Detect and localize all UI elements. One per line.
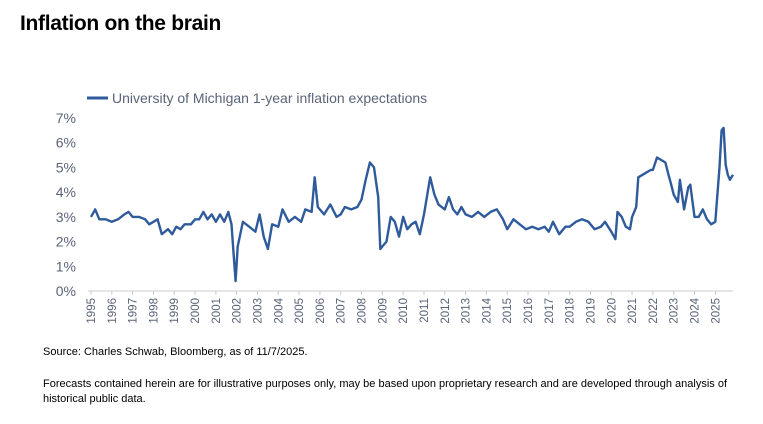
x-axis: 1995 1996 1997 1998 1999 2000 2001 2002 2003 2004… [86, 291, 722, 324]
y-tick-label: 7% [56, 110, 76, 126]
x-tick-label: 2022 [648, 298, 660, 324]
y-tick-label: 5% [56, 159, 76, 175]
legend: University of Michigan 1-year inflation … [87, 90, 427, 106]
y-axis: 0% 1% 2% 3% 4% 5% 6% 7% [56, 110, 76, 299]
x-tick-label: 2005 [294, 298, 306, 324]
x-tick-label: 2016 [523, 298, 535, 324]
x-tick-label: 2003 [252, 298, 264, 324]
x-tick-label: 2025 [710, 298, 722, 324]
x-tick-label: 2004 [273, 297, 285, 323]
x-tick-label: 2012 [440, 298, 452, 324]
disclaimer-note: Forecasts contained herein are for illus… [43, 378, 728, 405]
x-tick-label: 2000 [190, 298, 202, 324]
y-tick-label: 4% [56, 184, 76, 200]
x-tick-label: 2002 [232, 298, 244, 324]
x-tick-label: 1999 [169, 298, 181, 324]
x-tick-label: 2024 [690, 297, 702, 323]
x-tick-label: 1998 [148, 298, 160, 324]
x-tick-label: 2017 [544, 298, 556, 324]
x-tick-label: 2021 [627, 298, 639, 324]
x-tick-label: 1997 [128, 298, 140, 324]
x-tick-label: 2015 [502, 298, 514, 324]
chart: University of Michigan 1-year inflation … [56, 90, 735, 324]
y-tick-label: 0% [56, 283, 76, 299]
series-line [89, 126, 735, 283]
x-tick-label: 1996 [107, 298, 119, 324]
x-tick-label: 1995 [86, 298, 98, 324]
y-tick-label: 1% [56, 258, 76, 274]
x-tick-label: 2010 [398, 298, 410, 324]
x-tick-label: 2007 [336, 298, 348, 324]
x-tick-label: 2023 [669, 298, 681, 324]
y-tick-label: 3% [56, 209, 76, 225]
page-title: Inflation on the brain [20, 12, 222, 35]
x-tick-label: 2001 [211, 298, 223, 324]
legend-label: University of Michigan 1-year inflation … [112, 90, 427, 106]
x-tick-label: 2011 [419, 298, 431, 323]
x-tick-label: 2018 [565, 298, 577, 324]
y-tick-label: 6% [56, 135, 76, 151]
x-tick-label: 2014 [481, 297, 493, 323]
x-tick-label: 2006 [315, 298, 327, 324]
x-tick-label: 2020 [606, 298, 618, 324]
source-note: Source: Charles Schwab, Bloomberg, as of… [43, 346, 308, 358]
x-tick-label: 2013 [461, 298, 473, 324]
y-tick-label: 2% [56, 234, 76, 250]
x-tick-label: 2019 [585, 298, 597, 324]
x-tick-label: 2009 [377, 298, 389, 324]
x-tick-label: 2008 [357, 298, 369, 324]
